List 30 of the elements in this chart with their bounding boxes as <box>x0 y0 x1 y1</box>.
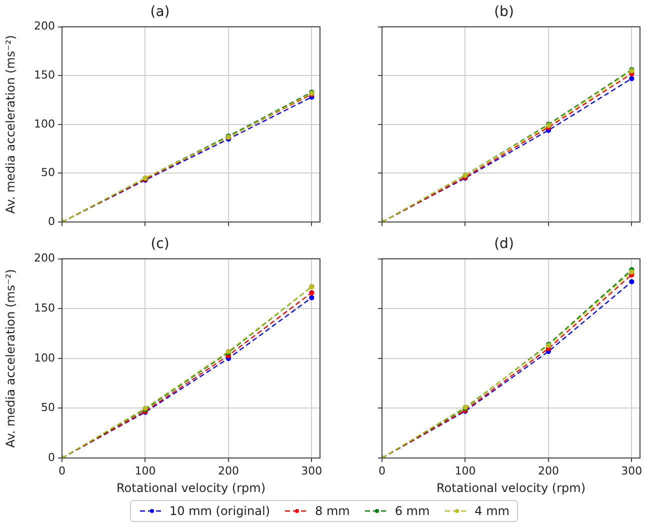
x-tick-label: 0 <box>58 464 66 478</box>
y-tick-label: 100 <box>34 351 55 364</box>
y-tick-label: 150 <box>34 68 55 82</box>
y-tick-label: 50 <box>41 401 55 414</box>
legend-label: 8 mm <box>315 504 350 518</box>
y-tick-label: 0 <box>48 450 55 464</box>
legend-label: 4 mm <box>474 504 510 518</box>
x-axis-title: Rotational velocity (rpm) <box>436 480 586 495</box>
y-tick-label: 50 <box>41 166 55 180</box>
y-tick-label: 200 <box>34 252 55 265</box>
chart-title: (c) <box>150 236 170 252</box>
x-tick-label: 300 <box>301 464 322 478</box>
y-tick-label: 200 <box>34 20 55 33</box>
x-tick-label: 100 <box>454 464 476 478</box>
chart-title: (a) <box>150 4 170 20</box>
x-tick-label: 100 <box>134 464 156 478</box>
x-tick-label: 200 <box>538 464 559 478</box>
y-axis-title: Av. media acceleration (ms⁻²) <box>3 35 18 214</box>
x-axis-title: Rotational velocity (rpm) <box>116 480 266 495</box>
chart-title: (b) <box>494 4 514 20</box>
y-tick-label: 150 <box>34 301 55 314</box>
x-tick-label: 0 <box>378 464 386 478</box>
y-axis-title: Av. media acceleration (ms⁻²) <box>3 269 18 448</box>
x-tick-label: 300 <box>621 464 642 478</box>
legend-label: 6 mm <box>394 504 430 518</box>
y-tick-label: 100 <box>34 117 55 130</box>
x-tick-label: 200 <box>218 464 239 478</box>
legend-label: 10 mm (original) <box>170 504 270 518</box>
y-tick-label: 0 <box>48 214 55 228</box>
chart-title: (d) <box>494 236 514 252</box>
